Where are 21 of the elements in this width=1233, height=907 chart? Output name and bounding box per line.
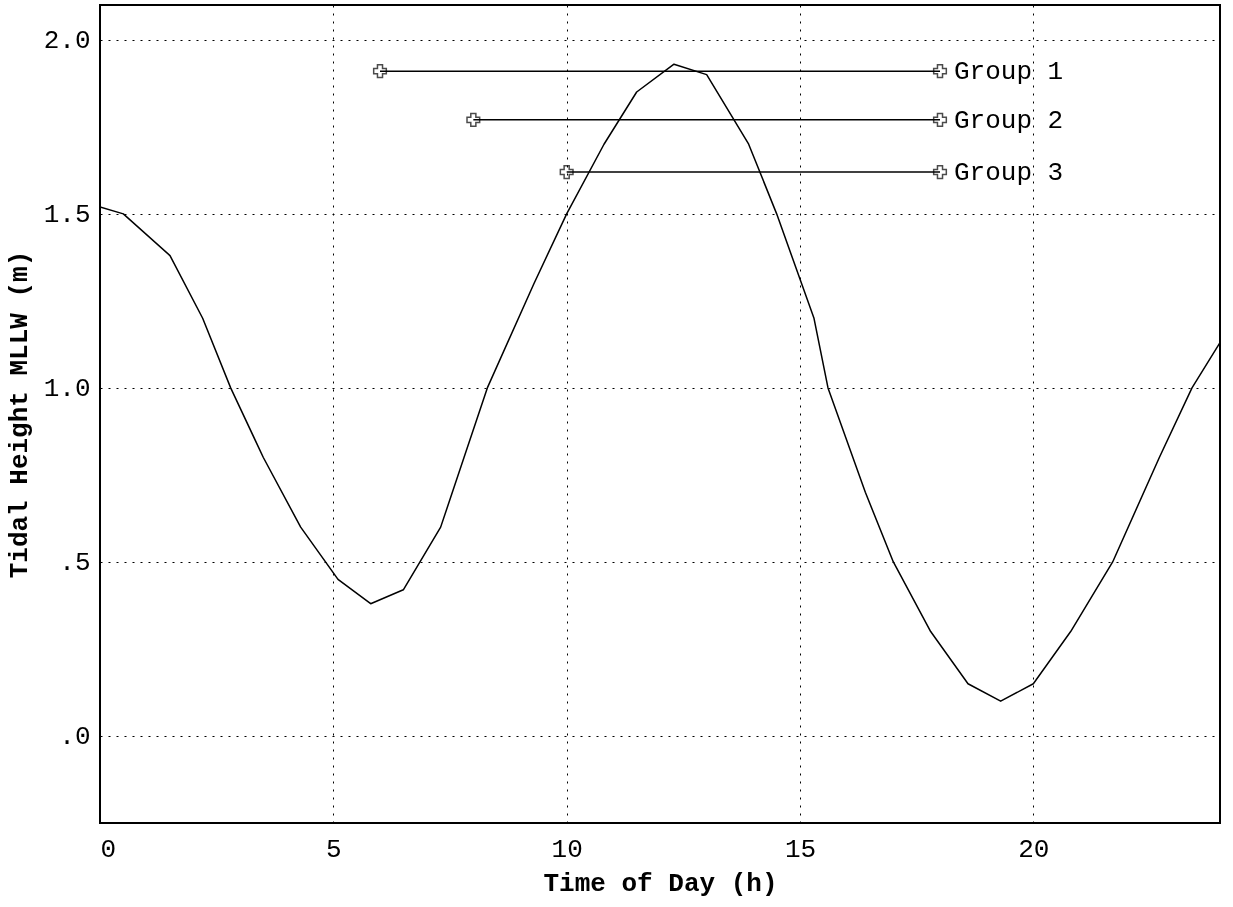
x-tick-label: 0 (100, 834, 117, 865)
point (559, 165, 574, 180)
y-tick-label: .5 (59, 548, 91, 579)
point (372, 64, 388, 79)
y-tick-label: 2.0 (43, 26, 91, 57)
x-tick-label: 5 (326, 834, 342, 865)
y-tick-label: 1.5 (43, 200, 91, 231)
point (932, 165, 948, 180)
series-label: Group 1 (954, 57, 1064, 88)
point (466, 112, 481, 127)
y-tick-label: .0 (59, 722, 91, 753)
x-tick-label: 15 (784, 834, 817, 865)
point (932, 112, 948, 127)
y-tick-label: 1.0 (43, 374, 91, 405)
x-axis-title: Time of Day (h) (543, 868, 778, 899)
y-axis-title: Tidal Height MLLW (m) (4, 250, 35, 579)
point (932, 64, 948, 79)
series-label: Group 3 (954, 158, 1064, 189)
series-label: Group 2 (954, 105, 1064, 136)
x-tick-label: 10 (551, 834, 583, 865)
x-tick-label: 20 (1018, 834, 1050, 865)
